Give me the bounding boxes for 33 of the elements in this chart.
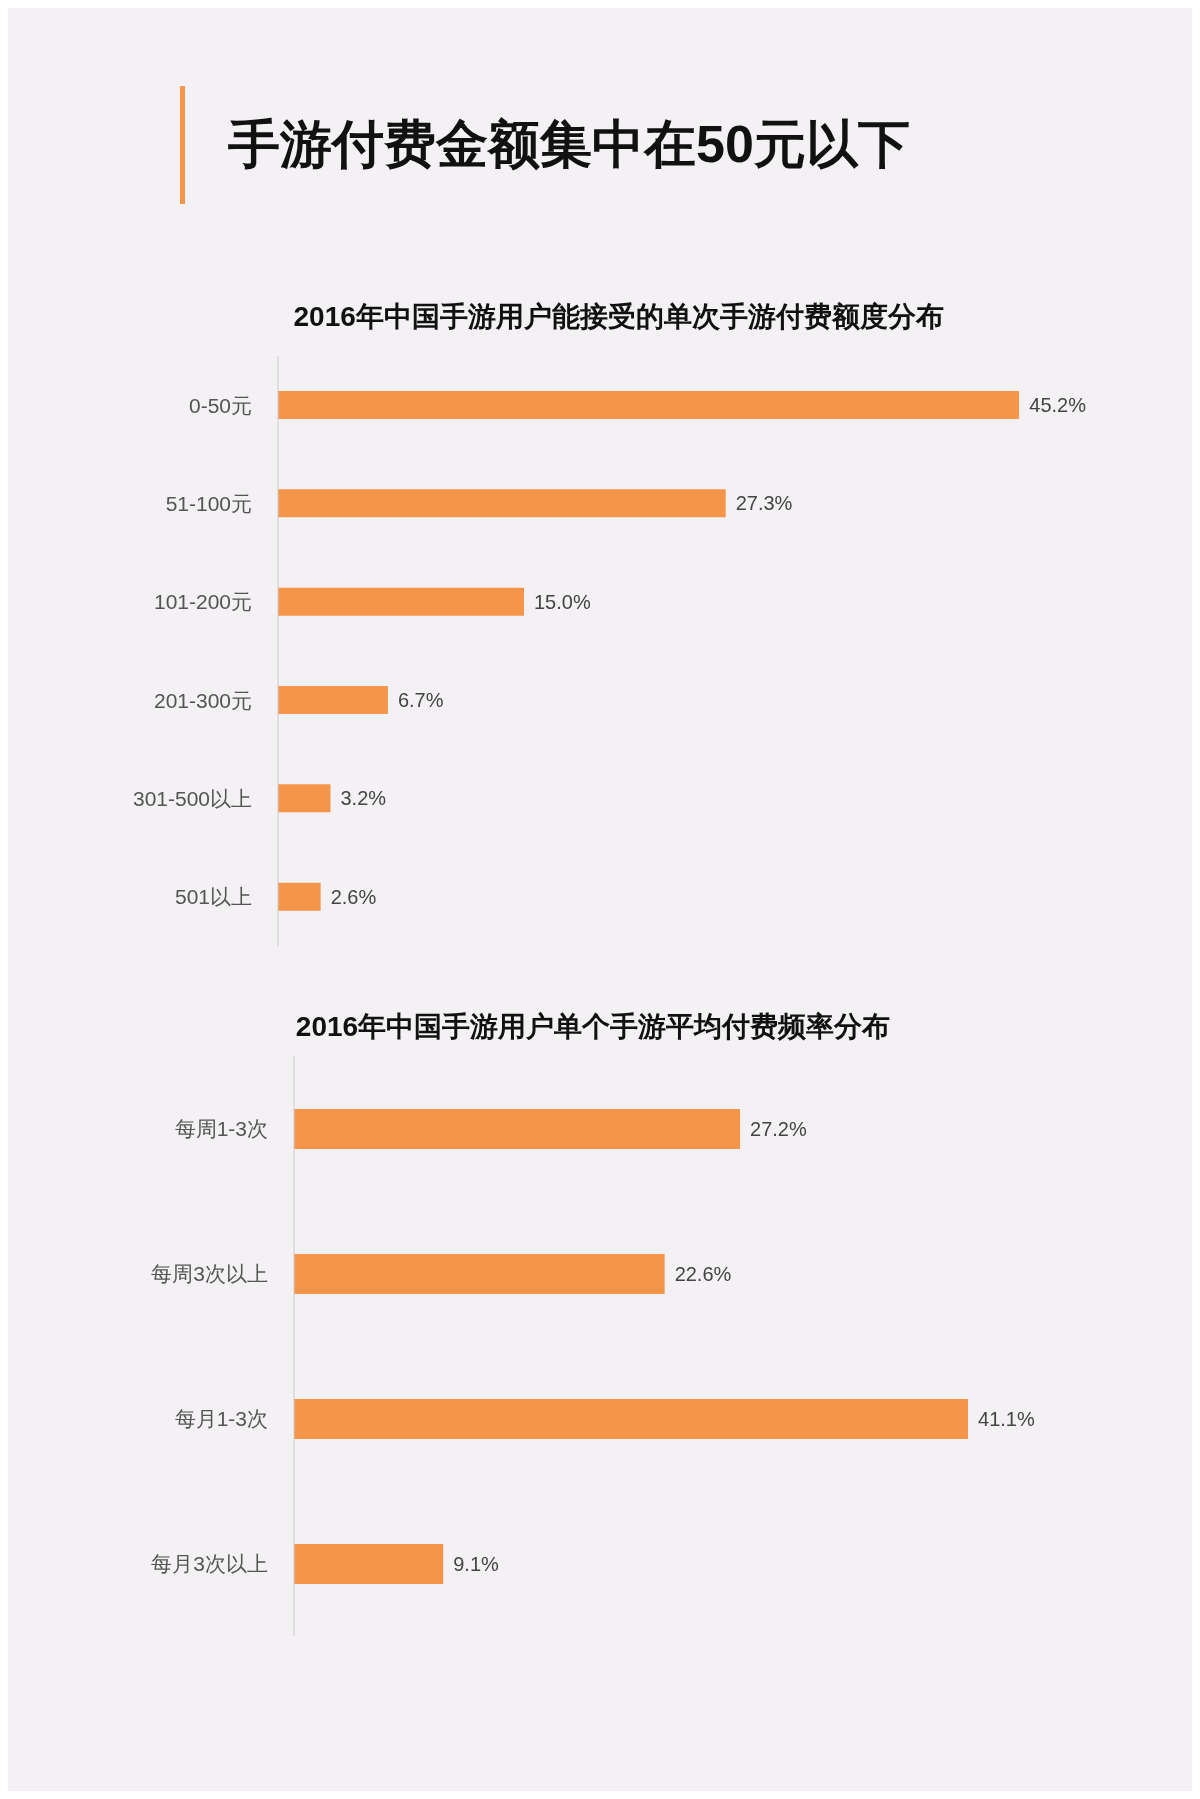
bar [294,1544,444,1584]
bar [278,489,726,518]
data-label: 15.0% [533,590,591,613]
bar [278,882,321,911]
data-label: 6.7% [397,689,444,712]
chart-subtitle: 2016年中国手游用户能接受的单次手游付费额度分布 [292,300,945,334]
y-tick-label: 51-100元 [165,491,252,515]
y-tick-label: 301-500以上 [132,786,252,810]
bar [278,391,1020,419]
y-tick-label: 101-200元 [153,590,252,614]
y-tick-label: 每月3次以上 [151,1551,268,1575]
bar [294,1109,741,1149]
y-tick-label: 501以上 [174,885,252,909]
data-label: 9.1% [453,1553,500,1576]
y-tick-label: 201-300元 [153,688,252,712]
data-label: 27.3% [735,492,793,515]
y-tick-label: 每周3次以上 [151,1261,268,1285]
y-tick-label: 0-50元 [189,393,252,417]
y-tick-label: 每月1-3次 [174,1406,268,1430]
data-label: 22.6% [674,1263,732,1286]
data-label: 2.6% [330,885,377,908]
chart-title: 2016年中国手游用户单个手游平均付费频率分布 [295,1011,891,1042]
data-label: 45.2% [1029,394,1087,417]
data-label: 27.2% [750,1118,807,1141]
bar [294,1399,969,1439]
bar [278,784,331,813]
data-label: 41.1% [978,1408,1035,1431]
bar [278,686,388,714]
bar [278,587,524,616]
chart-title: 手游付费金额集中在50元以下 [228,114,910,175]
y-tick-label: 每周1-3次 [174,1116,268,1140]
data-label: 3.2% [340,787,387,810]
bar [294,1254,665,1294]
